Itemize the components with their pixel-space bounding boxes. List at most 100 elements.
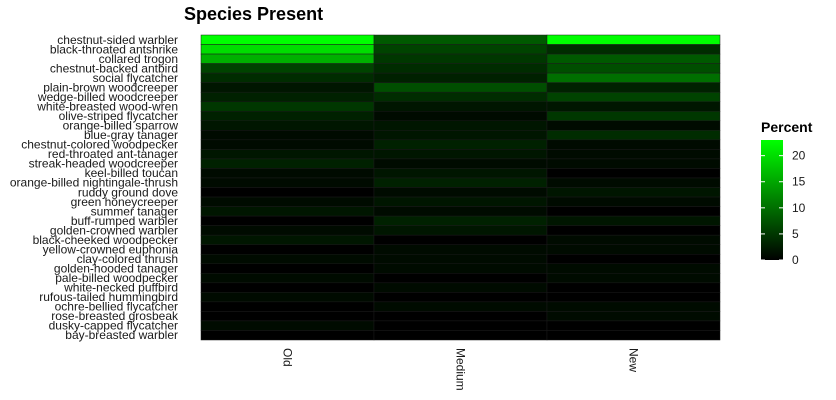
heatmap-cell xyxy=(373,158,548,169)
y-tick-label: pale-billed woodpecker xyxy=(55,271,178,285)
heatmap-cell xyxy=(200,273,375,284)
heatmap-cell xyxy=(200,168,375,179)
heatmap-cell xyxy=(546,63,721,74)
heatmap-cell xyxy=(546,158,721,169)
y-tick-label: green honeycreeper xyxy=(71,195,178,209)
heatmap-cell xyxy=(373,168,548,179)
heatmap-cell xyxy=(546,101,721,112)
heatmap-cell xyxy=(373,301,548,312)
legend-tick-label: 0 xyxy=(792,253,799,267)
heatmap-cell xyxy=(373,63,548,74)
legend-tick-label: 15 xyxy=(792,175,806,189)
heatmap-cell xyxy=(546,215,721,226)
heatmap-cell xyxy=(200,63,375,74)
y-tick-label: red-throated ant-tanager xyxy=(48,147,178,161)
heatmap-cell xyxy=(373,53,548,64)
heatmap-cell xyxy=(546,120,721,131)
heatmap-cell xyxy=(373,215,548,226)
heatmap-cell xyxy=(373,225,548,236)
y-tick-label: dusky-capped flycatcher xyxy=(49,319,178,333)
heatmap-cell xyxy=(373,292,548,303)
heatmap-cell xyxy=(373,311,548,322)
y-tick-label: plain-brown woodcreeper xyxy=(43,80,178,94)
heatmap-cell xyxy=(546,320,721,331)
y-tick-label: black-throated antshrike xyxy=(50,42,178,56)
y-tick-label: streak-headed woodcreeper xyxy=(29,157,178,171)
heatmap-cell xyxy=(546,206,721,217)
x-tick-label: New xyxy=(627,348,641,372)
heatmap-cell xyxy=(200,139,375,150)
heatmap-cell xyxy=(200,44,375,55)
heatmap-cell xyxy=(373,177,548,188)
y-tick-label: social flycatcher xyxy=(93,71,178,85)
legend-colorbar xyxy=(761,140,783,260)
y-tick-label: clay-colored thrush xyxy=(77,252,178,266)
heatmap-cell xyxy=(200,225,375,236)
legend-title: Percent xyxy=(761,119,813,135)
heatmap-cell xyxy=(546,244,721,255)
heatmap-cell xyxy=(200,177,375,188)
y-tick-label: ruddy ground dove xyxy=(78,185,178,199)
heatmap-cell xyxy=(546,187,721,198)
heatmap-cell xyxy=(546,53,721,64)
heatmap-cell xyxy=(546,234,721,245)
heatmap-cell xyxy=(373,253,548,264)
heatmap-cell xyxy=(373,149,548,160)
y-tick-label: black-cheeked woodpecker xyxy=(33,233,178,247)
heatmap-cell xyxy=(200,330,375,341)
heatmap-cell xyxy=(200,72,375,83)
heatmap-cell xyxy=(546,263,721,274)
heatmap-cell xyxy=(200,320,375,331)
heatmap-cell xyxy=(200,34,375,45)
heatmap-cell xyxy=(546,196,721,207)
heatmap-cell xyxy=(373,91,548,102)
y-tick-label: bay-breasted warbler xyxy=(65,328,178,342)
heatmap-cell xyxy=(200,111,375,122)
heatmap-cell xyxy=(373,273,548,284)
heatmap-cell xyxy=(546,139,721,150)
heatmap-cell xyxy=(546,34,721,45)
y-tick-label: orange-billed nightingale-thrush xyxy=(10,176,178,190)
heatmap-cell xyxy=(546,292,721,303)
y-tick-label: rose-breasted grosbeak xyxy=(51,309,179,323)
heatmap-cell xyxy=(546,301,721,312)
heatmap-cell xyxy=(373,282,548,293)
heatmap-cell xyxy=(546,225,721,236)
heatmap-cell xyxy=(200,187,375,198)
y-tick-label: wedge-billed woodcreeper xyxy=(37,90,178,104)
heatmap-cell xyxy=(373,111,548,122)
heatmap-cell xyxy=(546,130,721,141)
y-tick-label: rufous-tailed hummingbird xyxy=(39,290,178,304)
heatmap-cell xyxy=(200,253,375,264)
heatmap-cell xyxy=(546,111,721,122)
heatmap-cell xyxy=(373,196,548,207)
heatmap-cell xyxy=(546,91,721,102)
legend-tick-label: 10 xyxy=(792,201,806,215)
heatmap-cell xyxy=(373,263,548,274)
y-tick-label: collared trogon xyxy=(99,52,178,66)
x-tick-label: Old xyxy=(281,348,295,367)
heatmap-cell xyxy=(373,82,548,93)
heatmap-cell xyxy=(200,149,375,160)
heatmap-cell xyxy=(200,196,375,207)
heatmap-cell xyxy=(200,158,375,169)
legend-tick-label: 20 xyxy=(792,149,806,163)
y-tick-label: chestnut-backed antbird xyxy=(50,61,178,75)
heatmap-cell xyxy=(200,120,375,131)
heatmap-cell xyxy=(373,330,548,341)
legend-ticks: 0 5 10 15 20 xyxy=(761,149,806,267)
y-tick-label: summer tanager xyxy=(91,204,178,218)
heatmap-cell xyxy=(200,244,375,255)
y-tick-label: yellow-crowned euphonia xyxy=(43,242,179,256)
heatmap-cell xyxy=(546,330,721,341)
y-tick-label: golden-hooded tanager xyxy=(54,262,178,276)
y-tick-label: white-breasted wood-wren xyxy=(36,99,178,113)
heatmap-cell xyxy=(546,311,721,322)
y-tick-label: chestnut-sided warbler xyxy=(57,33,178,47)
heatmap-cell xyxy=(373,120,548,131)
heatmap-cell xyxy=(200,91,375,102)
y-tick-label: chestnut-colored woodpecker xyxy=(21,138,178,152)
heatmap-cell xyxy=(373,206,548,217)
